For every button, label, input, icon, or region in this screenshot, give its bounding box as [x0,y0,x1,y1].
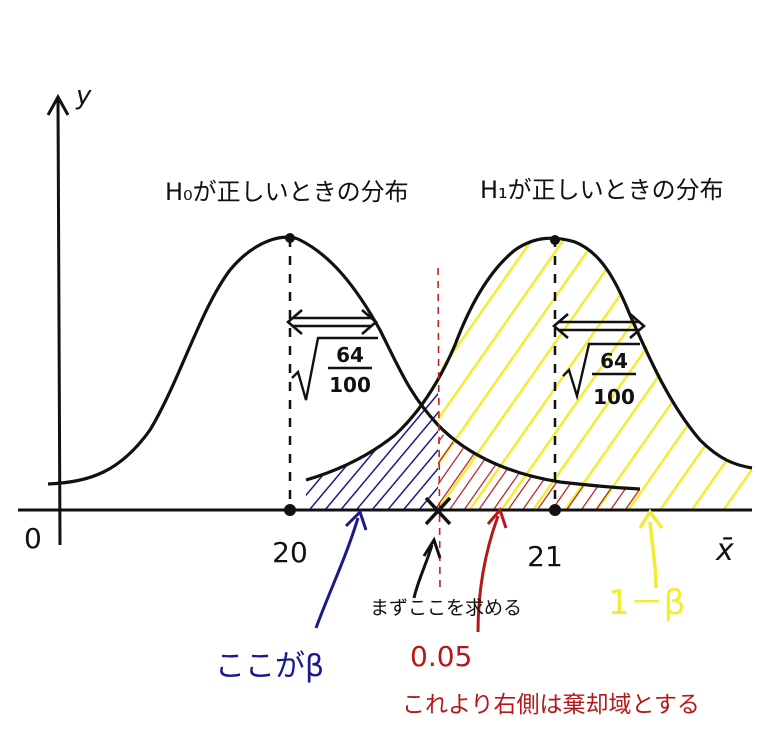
y-axis [56,99,62,546]
critical-line [437,267,441,591]
h0-peak-dot [285,233,295,243]
power-pointer-arrow [638,508,664,589]
y-axis-label: y [75,81,92,111]
origin-label: 0 [24,522,42,555]
rejection-note: これより右側は棄却域とする [402,692,700,718]
h0-sd-numerator: 64 [336,343,364,367]
h1-mean-label: 21 [527,540,563,573]
beta-note: ここがβ [215,649,324,684]
h1-peak-dot [550,235,560,245]
h1-sd-numerator: 64 [600,349,628,373]
y-axis-arrowhead [46,93,70,116]
x-axis-label: x̄ [715,533,734,568]
h0-title: H₀が正しいときの分布 [165,178,409,206]
critical-pointer-arrow [412,536,442,599]
alpha-region [438,430,640,510]
critical-note: まずここを求める [370,597,522,619]
h0-sd-arrow [286,309,378,335]
h0-curve [47,235,641,491]
h0-mean-label: 20 [272,536,308,569]
h1-title: H₁が正しいときの分布 [480,176,724,204]
h0-sqrt-symbol [291,336,378,401]
alpha-pointer-arrow [476,507,508,633]
critical-value-mark [424,496,452,526]
h0-sd-denominator: 100 [329,373,371,397]
h1-curve [305,236,753,482]
h1-sd-denominator: 100 [593,385,635,409]
h1-sd-arrow [552,313,646,339]
h1-sqrt-symbol [562,342,640,401]
h0-mean-dot [284,504,296,516]
beta-pointer-arrow [314,509,368,629]
h1-mean-dot [549,504,561,516]
power-note: 1－β [608,583,685,623]
beta-region [306,380,438,510]
alpha-value: 0.05 [410,640,472,673]
